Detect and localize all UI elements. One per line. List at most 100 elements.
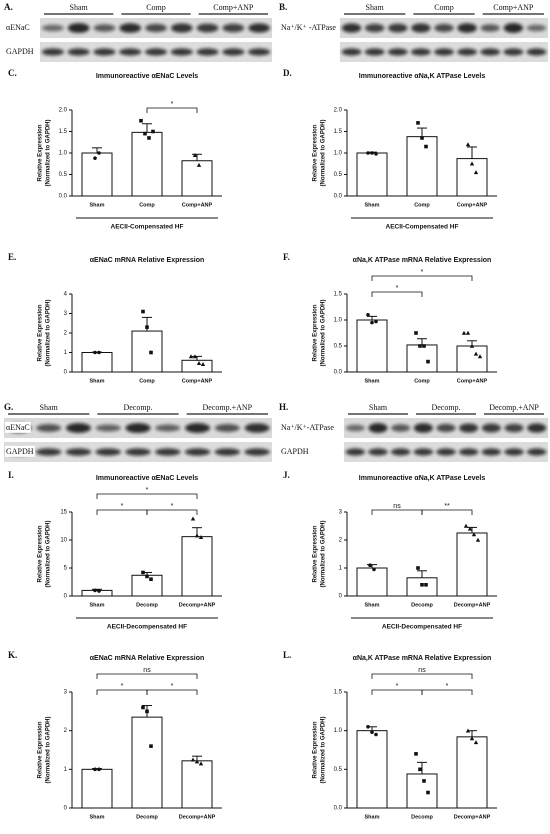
x-tick-label: Decomp (411, 814, 433, 820)
y-axis-label: Relative Expression (38, 304, 44, 361)
blot-band (388, 23, 408, 33)
y-tick-label: 2.0 (59, 108, 68, 114)
blot-band (436, 423, 456, 433)
data-point (141, 309, 145, 314)
data-point (374, 152, 378, 156)
panel-letter: A. (4, 2, 13, 12)
blot-band (434, 48, 454, 56)
data-point (465, 330, 471, 335)
data-point (465, 142, 471, 147)
blot-band (413, 448, 434, 456)
y-tick-label: 0.0 (334, 806, 343, 812)
blot-band (93, 24, 116, 32)
blot-band (481, 423, 501, 433)
data-point (424, 583, 428, 587)
y-tick-label: 0.5 (59, 172, 68, 178)
panel-letter: D. (283, 68, 292, 78)
data-point (93, 156, 97, 160)
bar (356, 319, 388, 373)
y-tick-label: 1.5 (334, 292, 343, 298)
blot-band (457, 48, 478, 56)
blot-band (364, 23, 385, 33)
data-point (198, 535, 204, 539)
y-axis-label: (Normalized to GAPDH) (46, 520, 52, 587)
y-axis-label: (Normalized to GAPDH) (321, 520, 327, 587)
significance-label: ns (418, 667, 426, 674)
y-tick-label: 1 (64, 350, 68, 356)
blot-band (196, 48, 219, 56)
y-tick-label: 15 (60, 510, 67, 516)
data-point (469, 161, 475, 166)
data-point (141, 705, 145, 710)
significance-bracket (96, 689, 148, 695)
data-point (424, 144, 428, 149)
blot-band (67, 48, 90, 56)
panel-letter: C. (8, 68, 17, 78)
data-point (149, 577, 153, 581)
y-tick-label: 2 (64, 331, 68, 337)
blot-band (481, 448, 502, 456)
y-tick-label: 2.0 (334, 108, 343, 114)
blot-band (391, 424, 411, 432)
y-tick-label: 0 (64, 806, 68, 812)
y-tick-label: 3 (339, 510, 343, 516)
y-tick-label: 0.0 (334, 370, 343, 376)
y-axis-label: Relative Expression (38, 721, 44, 778)
bar (181, 359, 213, 373)
blot-band (35, 448, 62, 456)
y-tick-label: 1 (339, 566, 343, 572)
y-axis-label: Relative Expression (313, 525, 319, 582)
panel-letter: J. (283, 470, 290, 480)
blot-band (459, 423, 479, 433)
blot-band (480, 48, 501, 56)
significance-label: * (121, 683, 124, 690)
significance-bracket (96, 673, 198, 679)
significance-label: ns (143, 667, 151, 674)
group-label: AECII-Compensated HF (386, 224, 459, 231)
bar (81, 768, 113, 809)
significance-bracket (146, 107, 198, 113)
significance-label: * (396, 285, 399, 292)
chart-title: αNa,K ATPase mRNA Relative Expression (353, 655, 492, 662)
bar (456, 736, 488, 809)
x-tick-label: Comp (139, 202, 155, 208)
blot-band (95, 448, 122, 456)
x-tick-label: Decomp+ANP (454, 814, 491, 820)
y-axis-label: Relative Expression (38, 525, 44, 582)
data-point (93, 350, 97, 355)
data-point (93, 767, 97, 772)
blot-row-label: GAPDH (281, 447, 309, 456)
x-tick-label: Sham (90, 202, 105, 208)
group-label: AECII-Compensated HF (111, 224, 184, 231)
data-point (469, 343, 475, 348)
blot-band (458, 448, 479, 456)
data-point (420, 583, 424, 587)
significance-bracket (371, 275, 473, 281)
blot-group-label: Sham (369, 403, 388, 412)
x-tick-label: Comp (139, 378, 155, 384)
bar (181, 536, 213, 597)
data-point (194, 533, 200, 538)
blot-band (155, 424, 181, 432)
bar (181, 160, 213, 197)
blot-band (434, 23, 454, 33)
chart-title: αNa,K ATPase mRNA Relative Expression (353, 257, 492, 264)
y-tick-label: 3 (64, 690, 68, 696)
x-tick-label: Sham (90, 378, 105, 384)
bar (456, 345, 488, 373)
group-label: AECII-Decompensated HF (107, 624, 187, 631)
chart-title: Immunoreactive αENaC Levels (96, 475, 198, 482)
blot-band (436, 448, 456, 456)
blot-band (368, 448, 388, 456)
y-tick-label: 0.5 (334, 767, 343, 773)
y-tick-label: 4 (64, 292, 68, 298)
data-point (188, 354, 194, 359)
x-tick-label: Comp (414, 202, 430, 208)
label-bg (5, 421, 31, 433)
x-tick-label: Sham (365, 602, 380, 608)
data-point (194, 759, 200, 764)
data-point (368, 563, 372, 567)
x-tick-label: Comp (414, 378, 430, 384)
data-point (151, 129, 155, 134)
data-point (471, 532, 477, 537)
